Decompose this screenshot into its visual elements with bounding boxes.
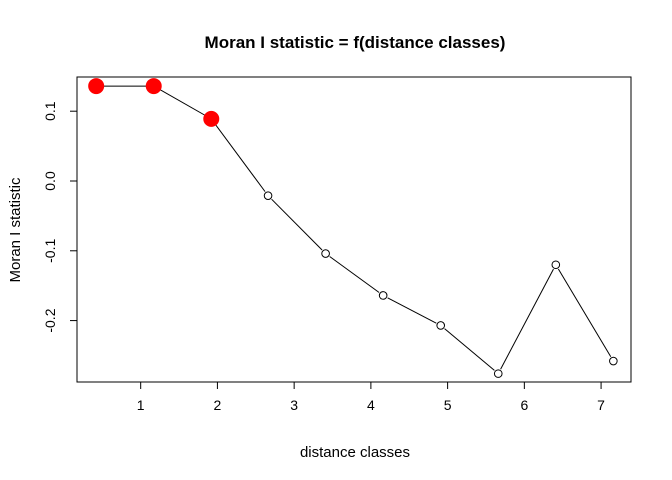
data-point xyxy=(609,356,618,366)
y-axis: -0.2 -0.1 0.0 0.1 xyxy=(42,101,78,333)
series-line-segment xyxy=(387,297,437,324)
series-line-segment xyxy=(557,268,612,358)
x-tick-label: 2 xyxy=(214,397,222,413)
y-axis-label: Moran I statistic xyxy=(7,177,24,283)
data-point xyxy=(493,369,503,378)
data-point xyxy=(551,260,561,270)
y-tick-label: 0.0 xyxy=(42,171,58,191)
series-line-segment xyxy=(210,118,266,192)
y-tick-label: -0.2 xyxy=(42,308,58,332)
data-point xyxy=(378,291,388,300)
data-point xyxy=(321,249,330,258)
x-tick-label: 4 xyxy=(367,397,375,413)
x-axis: 1 2 3 4 5 6 7 xyxy=(137,381,605,413)
plot-frame xyxy=(76,76,632,383)
x-tick-label: 5 xyxy=(444,397,452,413)
significant-data-point xyxy=(88,78,105,95)
significant-data-point xyxy=(145,78,162,95)
data-points-group xyxy=(88,78,618,378)
x-axis-label: distance classes xyxy=(300,444,410,461)
x-tick-label: 3 xyxy=(290,397,298,413)
series-line-segment xyxy=(329,256,380,293)
series-line-group xyxy=(96,85,612,371)
significant-data-point xyxy=(203,110,220,127)
series-line-segment xyxy=(153,85,212,120)
data-point xyxy=(263,191,273,200)
data-point xyxy=(436,321,446,330)
x-tick-label: 1 xyxy=(137,397,145,413)
chart-title: Moran I statistic = f(distance classes) xyxy=(205,33,506,52)
series-line-segment xyxy=(500,268,554,370)
x-tick-label: 7 xyxy=(597,397,605,413)
series-line-segment xyxy=(444,328,495,371)
y-tick-label: -0.1 xyxy=(42,239,58,263)
y-tick-label: 0.1 xyxy=(42,101,58,121)
x-tick-label: 6 xyxy=(520,397,528,413)
series-line-segment xyxy=(271,198,323,251)
